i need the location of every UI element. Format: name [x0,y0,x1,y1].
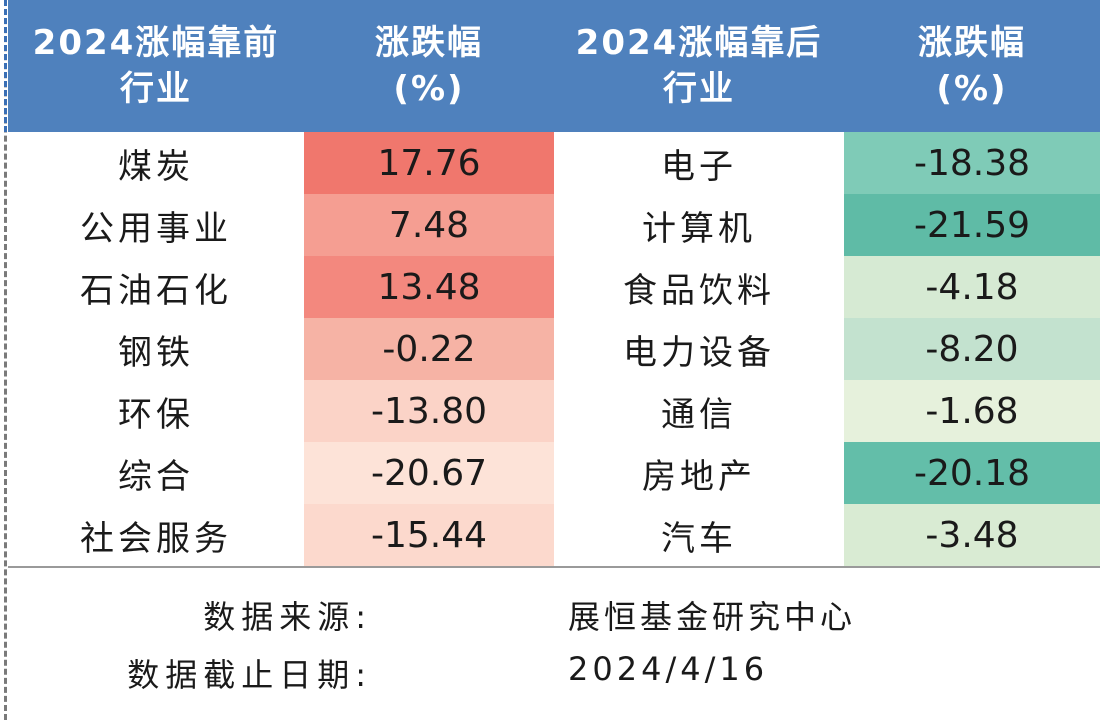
bottom-industry-name: 房地产 [642,456,756,497]
bottom-industry-value: -4.18 [844,256,1100,318]
data-source-row: 数据来源: 展恒基金研究中心 [8,592,1100,642]
header-top-change-line1: 涨跌幅 [375,23,483,63]
top-industry-value: 13.48 [304,256,554,318]
top-industry-value: -20.67 [304,442,554,504]
data-cutoff-label: 数据截止日期: [127,656,372,694]
header-bottom-industry-line2: 行业 [663,69,735,109]
industry-performance-table: 2024涨幅靠前 行业 涨跌幅 (%) 2024涨幅靠后 行业 涨跌幅 (%) … [8,0,1100,568]
bottom-industry-value: -1.68 [844,380,1100,442]
header-bottom-change-line1: 涨跌幅 [918,23,1026,63]
bottom-industry-name: 电力设备 [623,332,775,373]
left-dashed-border-header [4,0,7,132]
table-row: 公用事业 7.48 计算机 -21.59 [8,194,1100,256]
table-row: 煤炭 17.76 电子 -18.38 [8,132,1100,194]
bottom-industry-name: 汽车 [554,504,844,568]
table-row: 石油石化 13.48 食品饮料 -4.18 [8,256,1100,318]
top-industry-name: 社会服务 [8,504,304,568]
table-row: 综合 -20.67 房地产 -20.18 [8,442,1100,504]
top-industry-value: 17.76 [304,132,554,194]
top-industry-value: 7.48 [304,194,554,256]
top-industry-value: -15.44 [304,504,554,568]
bottom-industry-value: -20.18 [844,442,1100,504]
top-industry-value: -0.22 [304,318,554,380]
header-bottom-change-line2: (%) [936,69,1008,109]
table-footer: 数据来源: 展恒基金研究中心 数据截止日期: 2024/4/16 [8,572,1100,720]
bottom-industry-value: -18.38 [844,132,1100,194]
bottom-industry-name: 计算机 [642,208,756,249]
header-top-industry-line1: 2024涨幅靠前 [32,23,280,63]
top-industry-name: 煤炭 [118,146,194,187]
left-dashed-border [4,0,7,720]
bottom-industry-name: 食品饮料 [623,270,775,311]
bottom-industry-value: -8.20 [844,318,1100,380]
top-industry-name: 环保 [118,394,194,435]
header-top-industry-line2: 行业 [120,69,192,109]
table-row: 社会服务 -15.44 汽车 -3.48 [8,504,1100,568]
header-top-change-line2: (%) [393,69,465,109]
bottom-industry-value: -21.59 [844,194,1100,256]
header-row: 2024涨幅靠前 行业 涨跌幅 (%) 2024涨幅靠后 行业 涨跌幅 (%) [8,0,1100,132]
bottom-industry-name: 通信 [661,394,737,435]
data-cutoff-row: 数据截止日期: 2024/4/16 [8,650,1100,700]
data-source-value: 展恒基金研究中心 [568,598,857,636]
table-row: 环保 -13.80 通信 -1.68 [8,380,1100,442]
data-source-label: 数据来源: [203,598,372,636]
data-cutoff-value: 2024/4/16 [568,650,769,688]
bottom-industry-value: -3.48 [844,504,1100,568]
top-industry-name: 钢铁 [118,332,194,373]
header-top-industry: 2024涨幅靠前 行业 [8,0,304,132]
top-industry-name: 石油石化 [80,270,232,311]
top-industry-name: 综合 [118,456,194,497]
top-industry-value: -13.80 [304,380,554,442]
bottom-industry-name: 电子 [661,146,737,187]
header-bottom-change: 涨跌幅 (%) [844,0,1100,132]
table-row: 钢铁 -0.22 电力设备 -8.20 [8,318,1100,380]
header-bottom-industry-line1: 2024涨幅靠后 [575,23,823,63]
header-bottom-industry: 2024涨幅靠后 行业 [554,0,844,132]
header-top-change: 涨跌幅 (%) [304,0,554,132]
top-industry-name: 公用事业 [80,208,232,249]
